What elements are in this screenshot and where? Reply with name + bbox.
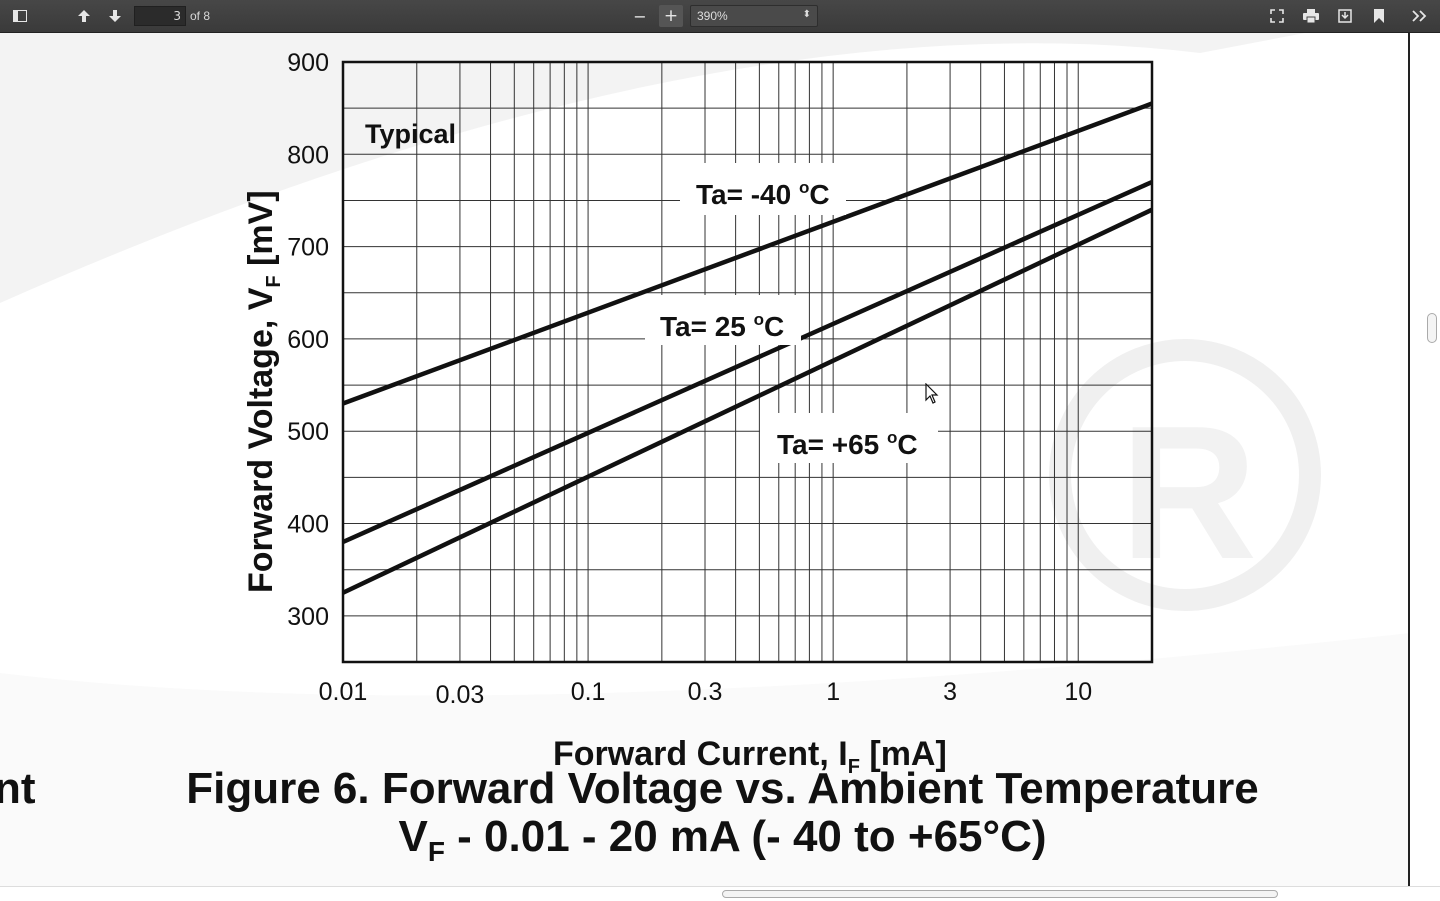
y-tick-label: 900 [287,49,329,77]
y-tick-label: 600 [287,326,329,354]
print-icon[interactable] [1299,5,1323,27]
zoom-value: 390% [697,9,728,23]
download-icon[interactable] [1333,5,1357,27]
y-tick-label: 400 [287,511,329,539]
y-tick-label: 300 [287,603,329,631]
watermark-graphic: R [0,33,1410,886]
typical-annotation: Typical [365,119,456,149]
sidebar-toggle-icon[interactable] [8,5,32,27]
page-number-input[interactable] [134,6,186,26]
zoom-in-icon: + [663,6,679,26]
x-tick-labels: 0.01 0.03 0.1 0.3 1 3 10 [319,678,1092,709]
mouse-cursor-icon [925,383,939,404]
plot-frame [341,60,1154,664]
zoom-in-button[interactable]: + [659,5,683,27]
y-tick-label: 700 [287,234,329,262]
presentation-mode-icon[interactable] [1265,5,1289,27]
horizontal-scrollbar[interactable] [0,886,1440,901]
x-tick-label: 0.3 [688,678,723,706]
series-label-0: Ta= -40 oC [696,178,830,210]
svg-text:R: R [1120,387,1257,599]
x-tick-label: 3 [943,678,957,706]
series-labels: Ta= -40 oC Ta= 25 oC Ta= +65 oC [645,163,938,463]
series-line-0 [342,101,1153,406]
chevron-updown-icon: ⬍ [802,9,811,20]
horizontal-scrollbar-thumb[interactable] [722,890,1278,898]
page-edge [1408,33,1410,886]
zoom-out-icon: − [633,6,647,26]
zoom-out-button[interactable]: − [628,5,652,27]
y-tick-label: 500 [287,418,329,446]
series-label-bg-2 [760,413,938,463]
vertical-scrollbar-track[interactable] [1410,33,1440,886]
x-tick-label: 0.03 [436,681,485,709]
series-label-2: Ta= +65 oC [777,428,918,460]
bookmark-icon[interactable] [1367,5,1391,27]
previous-page-icon[interactable] [72,5,96,27]
x-tick-label: 0.01 [319,678,368,706]
page-count: of 8 [190,9,211,23]
x-tick-label: 1 [826,678,840,706]
vertical-scrollbar-thumb[interactable] [1427,313,1437,343]
y-tick-label: 800 [287,141,329,169]
adjacent-caption-fragment: nt [0,764,36,813]
series-line-2 [342,207,1153,595]
x-tick-label: 10 [1064,678,1092,706]
figure-title: Figure 6. Forward Voltage vs. Ambient Te… [186,764,1259,813]
series-label-1: Ta= 25 oC [660,310,784,342]
zoom-select[interactable]: 390% ⬍ [690,5,818,27]
series-label-bg-0 [680,163,846,215]
pdf-toolbar: of 8 − + 390% ⬍ [0,0,1440,33]
tools-icon[interactable] [1408,5,1432,27]
series-lines [342,101,1153,595]
next-page-icon[interactable] [103,5,127,27]
y-axis-label: Forward Voltage, VF [mV] [242,190,285,593]
x-axis-label: Forward Current, IF [mA] [553,735,947,778]
series-line-1 [342,179,1153,545]
y-tick-labels: 300 400 500 600 700 800 900 [287,49,329,631]
figure-subtitle: VF - 0.01 - 20 mA (- 40 to +65°C) [398,812,1047,868]
x-tick-label: 0.1 [571,678,606,706]
series-label-bg-1 [645,295,801,345]
